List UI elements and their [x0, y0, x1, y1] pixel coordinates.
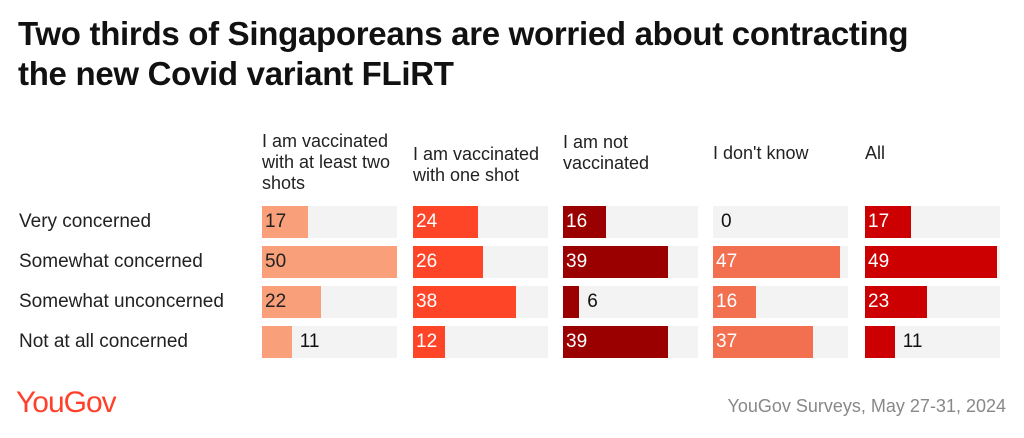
data-label: 16: [716, 291, 738, 312]
bar: [563, 286, 580, 318]
bar: [865, 206, 911, 238]
data-label: 38: [416, 291, 438, 312]
bar-track: 24: [413, 206, 548, 238]
bar: [713, 286, 757, 318]
data-label: 26: [416, 251, 438, 272]
bar: [713, 246, 840, 278]
bar-track: 47: [713, 246, 848, 278]
bar-track: 50: [262, 246, 397, 278]
bar: [865, 246, 998, 278]
data-label: 22: [265, 291, 287, 312]
row-label: Very concerned: [19, 211, 152, 232]
column-header: I am vaccinated with one shot: [413, 144, 540, 185]
source-note: YouGov Surveys, May 27-31, 2024: [727, 396, 1007, 416]
bar: [563, 206, 607, 238]
bar-track: 49: [865, 246, 1000, 278]
bar: [413, 326, 446, 358]
data-label: 47: [716, 251, 738, 272]
bar-track: 16: [713, 286, 848, 318]
bar: [262, 326, 292, 358]
row-label: Not at all concerned: [19, 331, 188, 352]
bar-track: 11: [865, 326, 1000, 358]
bar: [865, 286, 928, 318]
bar: [413, 246, 484, 278]
data-label: 39: [566, 251, 588, 272]
data-label: 17: [265, 211, 287, 232]
data-label: 17: [868, 211, 890, 232]
bar-track: 39: [563, 326, 698, 358]
bar: [413, 286, 516, 318]
row-label: Somewhat unconcerned: [19, 291, 224, 312]
data-label: 49: [868, 251, 890, 272]
bar: [865, 326, 895, 358]
bar-track: 6: [563, 286, 698, 318]
bar: [262, 286, 322, 318]
data-label: 11: [299, 331, 320, 352]
column-header: I don't know: [713, 143, 809, 163]
data-label: 11: [902, 331, 923, 352]
bar-track: 17: [262, 206, 397, 238]
bar-track: 0: [713, 206, 848, 238]
row-label: Somewhat concerned: [19, 251, 203, 272]
column-header: All: [865, 143, 886, 163]
bar-track: 39: [563, 246, 698, 278]
bar: [563, 246, 669, 278]
bar: [262, 206, 308, 238]
data-label: 37: [716, 331, 738, 352]
bar: [563, 326, 669, 358]
bar-track: 23: [865, 286, 1000, 318]
data-label: 0: [721, 211, 732, 232]
chart-title: Two thirds of Singaporeans are worried a…: [18, 15, 909, 92]
bar-track: 38: [413, 286, 548, 318]
bar-track: 22: [262, 286, 397, 318]
data-label: 24: [416, 211, 438, 232]
bar-track: 17: [865, 206, 1000, 238]
yougov-logo: YouGov: [16, 386, 117, 419]
bar-track: 16: [563, 206, 698, 238]
bar-track: 11: [262, 326, 397, 358]
bar-track: 37: [713, 326, 848, 358]
column-header: I am not vaccinated: [563, 132, 650, 173]
data-label: 6: [587, 291, 598, 312]
data-label: 12: [416, 331, 438, 352]
bar: [262, 246, 397, 278]
data-label: 50: [265, 251, 287, 272]
bar-track: 12: [413, 326, 548, 358]
bar: [413, 206, 478, 238]
data-label: 23: [868, 291, 890, 312]
bar-track: 26: [413, 246, 548, 278]
data-label: 16: [566, 211, 588, 232]
bar: [713, 326, 813, 358]
data-label: 39: [566, 331, 588, 352]
column-header: I am vaccinated with at least two shots: [262, 131, 391, 193]
